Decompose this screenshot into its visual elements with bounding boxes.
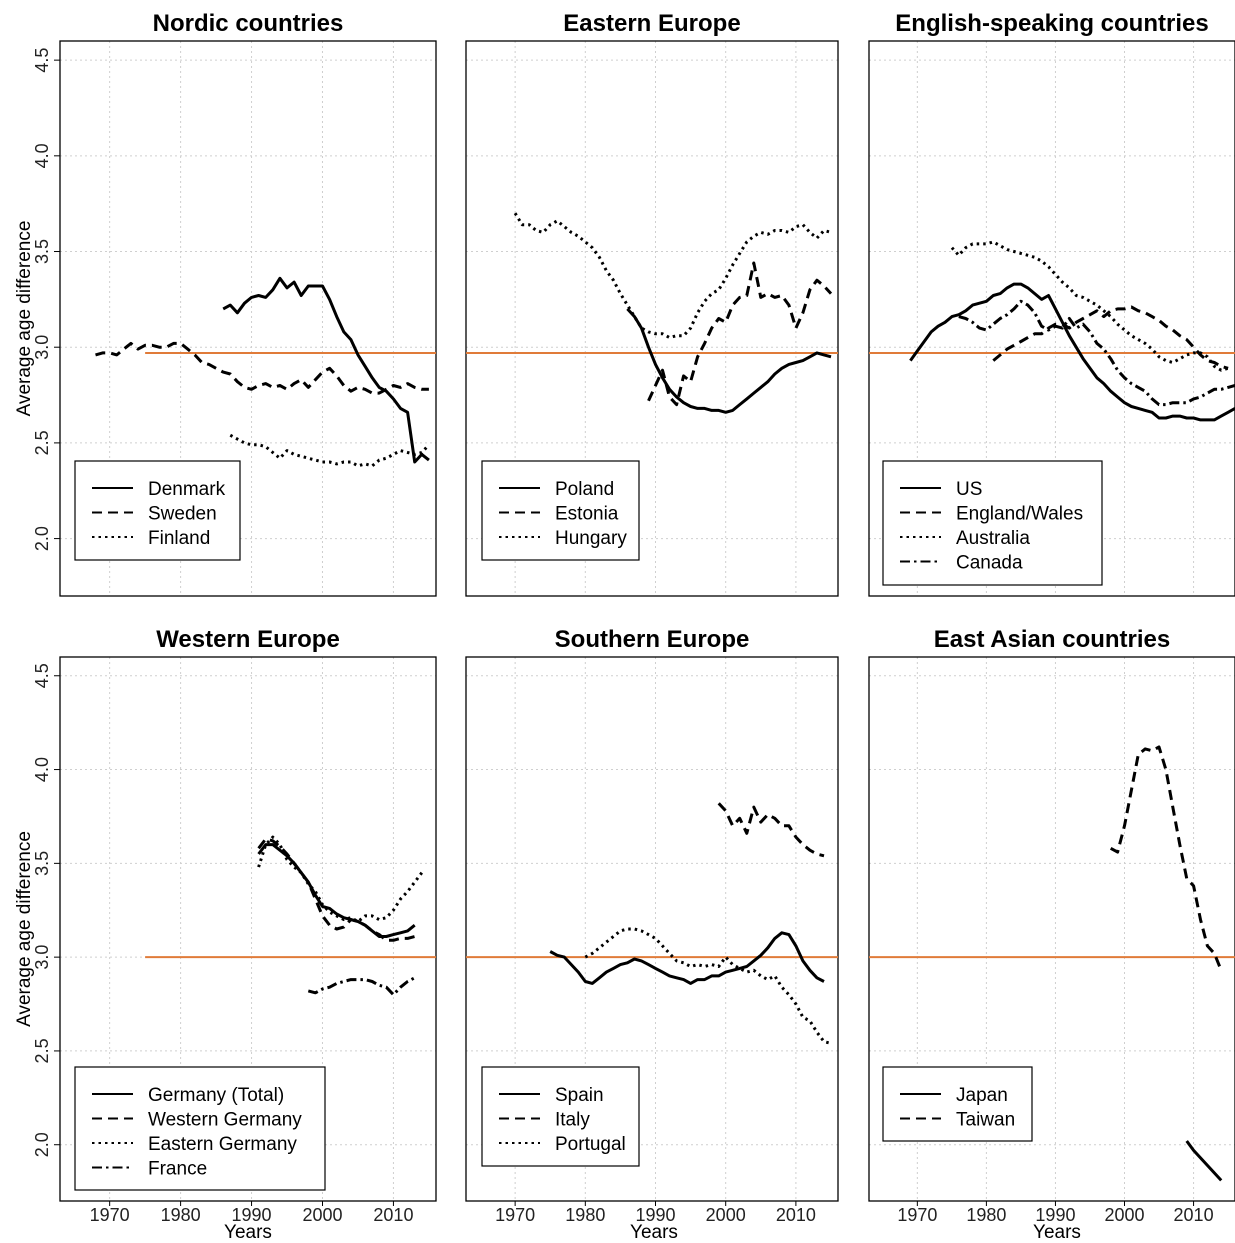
panel-east-asian-countries: East Asian countries 1970 1980 1990 2000 2010…	[868, 626, 1235, 1243]
legend-box	[481, 1066, 640, 1167]
x-tick-label: 1990	[232, 1205, 272, 1225]
series-line-france	[307, 976, 416, 997]
legend-label-australia: Australia	[956, 528, 1030, 549]
x-tick-label: 2010	[776, 1205, 816, 1225]
legend-label-finland: Finland	[148, 528, 210, 549]
panel-eastern-europe: Eastern Europe Poland Estonia Hungary	[465, 10, 839, 597]
panel-title: East Asian countries	[934, 626, 1171, 653]
x-tick-label: 1970	[897, 1205, 937, 1225]
legend-label-western-germany: Western Germany	[148, 1110, 302, 1131]
legend: US England/Wales Australia Canada	[882, 460, 1103, 586]
x-tick-label: 1990	[1035, 1205, 1075, 1225]
y-tick-label: 2.5	[32, 1038, 52, 1063]
y-axis-title: Average age difference	[14, 831, 35, 1027]
plot-frame	[59, 40, 437, 597]
x-tick-label: 1970	[90, 1205, 130, 1225]
x-axis-title: Years	[1033, 1222, 1081, 1243]
legend-label-germany-total: Germany (Total)	[148, 1085, 284, 1106]
x-tick-label: 1970	[495, 1205, 535, 1225]
series-line-japan	[1185, 1140, 1223, 1182]
series-line-italy	[717, 802, 825, 858]
y-tick-label: 3.0	[32, 335, 52, 360]
legend-box	[882, 460, 1103, 586]
legend-label-sweden: Sweden	[148, 504, 217, 525]
legend: Denmark Sweden Finland	[74, 460, 241, 561]
y-tick-label: 4.5	[32, 663, 52, 688]
series-line-england-wales	[992, 305, 1229, 370]
series-line-estonia	[647, 261, 833, 407]
legend-box	[74, 1066, 326, 1191]
legend-label-poland: Poland	[555, 479, 614, 500]
panel-southern-europe: Southern Europe 1970 1980 1990 2000 2010 Years…	[465, 626, 839, 1243]
x-tick-label: 2010	[373, 1205, 413, 1225]
plot-frame	[59, 656, 437, 1202]
y-tick-label: 3.0	[32, 945, 52, 970]
legend-box	[74, 460, 241, 561]
legend: Spain Italy Portugal	[481, 1066, 640, 1167]
y-tick-label: 2.0	[32, 526, 52, 551]
x-tick-label: 1980	[161, 1205, 201, 1225]
panel-title: Eastern Europe	[563, 10, 740, 37]
legend: Japan Taiwan	[882, 1066, 1033, 1142]
x-tick-label: 2000	[302, 1205, 342, 1225]
legend-label-japan: Japan	[956, 1085, 1008, 1106]
y-tick-label: 4.0	[32, 757, 52, 782]
series-line-denmark	[222, 276, 430, 464]
legend-label-eastern-germany: Eastern Germany	[148, 1134, 297, 1155]
y-tick-label: 4.5	[32, 48, 52, 73]
panel-western-europe: Western Europe 2.0 2.5 3.0 3.5 4.0 4.5 Average …	[14, 626, 437, 1243]
x-axis-title: Years	[224, 1222, 272, 1243]
x-axis-title: Years	[630, 1222, 678, 1243]
legend-label-france: France	[148, 1159, 207, 1180]
legend-label-england-wales: England/Wales	[956, 504, 1083, 525]
legend-label-spain: Spain	[555, 1085, 604, 1106]
series-line-australia	[950, 240, 1229, 372]
panel-title: English-speaking countries	[895, 10, 1208, 37]
plot-frame	[868, 40, 1235, 597]
plot-frame	[465, 656, 839, 1202]
plot-frame	[465, 40, 839, 597]
legend-label-estonia: Estonia	[555, 504, 619, 525]
y-tick-label: 3.5	[32, 239, 52, 264]
y-tick-label: 3.5	[32, 851, 52, 876]
legend-label-denmark: Denmark	[148, 479, 226, 500]
legend-label-taiwan: Taiwan	[956, 1110, 1015, 1131]
series-line-portugal	[584, 927, 832, 1045]
series-line-us	[909, 282, 1235, 422]
legend-label-hungary: Hungary	[555, 528, 627, 549]
legend-box	[882, 1066, 1033, 1142]
x-tick-label: 2010	[1174, 1205, 1214, 1225]
series-line-spain	[549, 931, 825, 985]
legend-label-italy: Italy	[555, 1110, 590, 1131]
y-tick-label: 2.5	[32, 430, 52, 455]
panel-nordic-countries: Nordic countries 2.0 2.5 3.0 3.5 4.0 4.5 Averag…	[14, 10, 437, 597]
series-line-western-germany	[257, 837, 416, 942]
legend-box	[481, 460, 640, 561]
y-axis-title: Average age difference	[14, 221, 35, 417]
y-tick-label: 4.0	[32, 143, 52, 168]
x-tick-label: 2000	[706, 1205, 746, 1225]
x-tick-label: 1990	[635, 1205, 675, 1225]
panel-english-speaking-countries: English-speaking countries US England/Wale…	[868, 10, 1235, 597]
series-line-poland	[626, 307, 832, 414]
series-line-hungary	[513, 212, 832, 340]
plot-frame	[868, 656, 1235, 1202]
series-line-taiwan	[1109, 745, 1223, 971]
panel-title: Nordic countries	[153, 10, 344, 37]
series-line-finland	[229, 433, 431, 468]
x-tick-label: 2000	[1104, 1205, 1144, 1225]
series-line-canada	[958, 299, 1235, 407]
x-tick-label: 1980	[966, 1205, 1006, 1225]
y-tick-label: 2.0	[32, 1132, 52, 1157]
panel-title: Western Europe	[156, 626, 340, 653]
legend: Poland Estonia Hungary	[481, 460, 640, 561]
series-line-germany-total	[257, 843, 416, 938]
legend-label-us: US	[956, 479, 982, 500]
panel-title: Southern Europe	[555, 626, 750, 653]
x-tick-label: 1980	[565, 1205, 605, 1225]
legend: Germany (Total) Western Germany Eastern Ge…	[74, 1066, 326, 1191]
legend-label-portugal: Portugal	[555, 1134, 626, 1155]
legend-label-canada: Canada	[956, 553, 1023, 574]
